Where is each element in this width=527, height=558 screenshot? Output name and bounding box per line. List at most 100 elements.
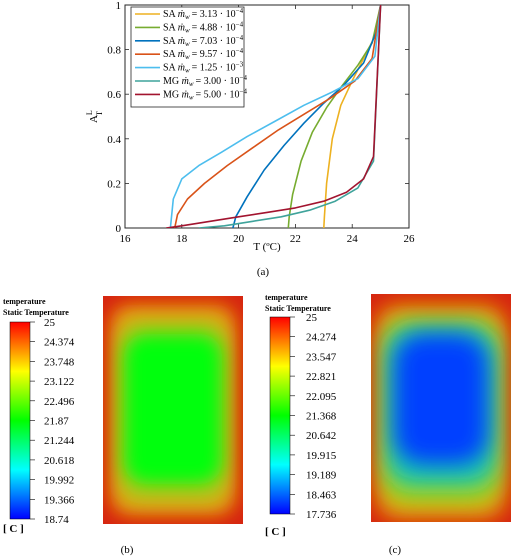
colorbar-tick-label: 18.74 xyxy=(44,514,69,526)
x-tick-label: 18 xyxy=(176,233,188,245)
colorbar-tick-label: 19.915 xyxy=(306,450,337,462)
colorbar-c xyxy=(269,316,291,515)
legend-exp: −4 xyxy=(240,87,248,95)
colorbar-tick-label: 22.095 xyxy=(306,391,337,403)
colorbar-tick-label: 20.618 xyxy=(44,455,75,467)
x-tick-label: 22 xyxy=(290,233,301,245)
y-tick-label: 1 xyxy=(116,0,122,12)
legend-math: ṁ xyxy=(178,63,185,74)
legend-val: = 3.13 · 10 xyxy=(192,9,236,20)
legend-math: ṁ xyxy=(178,36,185,47)
legend: SA ṁw = 3.13 · 10−4SA ṁw = 4.88 · 10−4SA ṁ… xyxy=(130,6,247,108)
colorbar-b xyxy=(9,321,31,520)
contour-c xyxy=(371,294,511,522)
legend-plain: SA xyxy=(163,9,178,20)
series-line-2 xyxy=(287,5,382,228)
legend-exp: −4 xyxy=(236,7,244,15)
y-tick-label: 0.8 xyxy=(107,45,121,57)
legend-math: ṁ xyxy=(178,22,185,33)
y-axis-label-sup: L xyxy=(85,110,94,115)
x-tick-label: 26 xyxy=(404,233,416,245)
legend-entries: SA ṁw = 3.13 · 10−4SA ṁw = 4.88 · 10−4SA ṁ… xyxy=(135,7,247,101)
colorbar-tick-label: 21.244 xyxy=(44,435,75,447)
colorbar-tick-label: 21.87 xyxy=(44,416,69,428)
y-tick-label: 0.2 xyxy=(107,178,121,190)
colorbar-tick-label: 25 xyxy=(306,312,318,324)
colorbar-title-1-b: temperature xyxy=(3,297,46,306)
colorbar-title-2-c: Static Temperature xyxy=(265,304,331,313)
contour-c-core xyxy=(394,334,488,464)
colorbar-title-1-c: temperature xyxy=(265,293,308,302)
colorbar-unit-b: [ C ] xyxy=(3,523,24,535)
legend-val: = 4.88 · 10 xyxy=(192,22,236,33)
legend-exp: −4 xyxy=(236,34,244,42)
legend-exp: −4 xyxy=(236,20,244,28)
x-tick-label: 20 xyxy=(233,233,245,245)
legend-val: = 1.25 · 10 xyxy=(192,63,236,74)
legend-label-4: SA ṁw = 9.57 · 10−4 xyxy=(163,47,244,61)
legend-math: ṁ xyxy=(182,76,189,87)
legend-sub: w xyxy=(189,80,194,88)
legend-plain: SA xyxy=(163,49,178,60)
legend-label-7: MG ṁw = 5.00 · 10−4 xyxy=(163,87,247,101)
x-tick-label: 24 xyxy=(347,233,359,245)
legend-val: = 9.57 · 10 xyxy=(192,49,236,60)
legend-sub: w xyxy=(185,13,190,21)
colorbar-tick-label: 24.374 xyxy=(44,337,75,349)
x-axis-label: T (ºC) xyxy=(253,241,281,253)
legend-label-3: SA ṁw = 7.03 · 10−4 xyxy=(163,34,244,48)
y-axis-label-sub: T xyxy=(95,111,104,116)
series-line-4 xyxy=(173,5,382,228)
panel-c: temperature Static Temperature 2524.2742… xyxy=(265,293,511,556)
colorbar-tick-label: 19.189 xyxy=(306,470,337,482)
y-tick-label: 0 xyxy=(116,223,122,235)
legend-sub: w xyxy=(185,40,190,48)
y-tick-label: 0.4 xyxy=(107,134,121,146)
contour-b-core xyxy=(124,334,222,484)
colorbar-tick-label: 18.463 xyxy=(306,489,337,501)
colorbar-ticks-c: 25 24.274 23.547 22.821 22.095 21.368 20.642 19… xyxy=(290,312,337,521)
legend-plain: MG xyxy=(163,76,182,87)
colorbar-tick-label: 23.547 xyxy=(306,351,337,363)
caption-b: (b) xyxy=(121,544,134,556)
series-line-3 xyxy=(232,5,382,228)
series-line-7 xyxy=(166,5,382,228)
colorbar-tick-label: 21.368 xyxy=(306,411,337,423)
series-lines xyxy=(166,5,382,228)
x-tick-label: 16 xyxy=(120,233,132,245)
legend-label-1: SA ṁw = 3.13 · 10−4 xyxy=(163,7,244,21)
colorbar-title-2-b: Static Temperature xyxy=(3,308,69,317)
colorbar-tick-label: 19.366 xyxy=(44,494,75,506)
colorbar-tick-label: 23.748 xyxy=(44,356,75,368)
legend-val: = 5.00 · 10 xyxy=(196,89,240,100)
y-axis-label-main: A xyxy=(88,115,100,123)
axis-ticks: 16 18 20 22 24 26 0 0.2 0.4 0.6 0.8 1 xyxy=(107,0,415,245)
legend-val: = 7.03 · 10 xyxy=(192,36,236,47)
colorbar-tick-label: 23.122 xyxy=(44,376,74,388)
legend-label-5: SA ṁw = 1.25 · 10−3 xyxy=(163,61,244,75)
y-axis-label: ALT xyxy=(85,110,104,123)
legend-math: ṁ xyxy=(182,89,189,100)
legend-exp: −4 xyxy=(236,47,244,55)
panel-b: temperature Static Temperature 2524.3742… xyxy=(3,296,243,556)
legend-exp: −4 xyxy=(240,74,248,82)
contour-b xyxy=(103,296,243,524)
colorbar-tick-label: 17.736 xyxy=(306,509,337,521)
caption-c: (c) xyxy=(389,544,402,556)
colorbar-tick-label: 22.496 xyxy=(44,396,75,408)
legend-plain: MG xyxy=(163,89,182,100)
legend-label-6: MG ṁw = 3.00 · 10−4 xyxy=(163,74,247,88)
y-tick-label: 0.6 xyxy=(107,89,121,101)
legend-label-2: SA ṁw = 4.88 · 10−4 xyxy=(163,20,244,34)
legend-plain: SA xyxy=(163,63,178,74)
legend-box xyxy=(130,6,245,108)
legend-val: = 3.00 · 10 xyxy=(196,76,240,87)
colorbar-tick-label: 22.821 xyxy=(306,371,336,383)
colorbar-ticks-b: 25 24.374 23.748 23.122 22.496 21.87 21.244 20.… xyxy=(30,317,75,526)
legend-sub: w xyxy=(185,53,190,61)
legend-math: ṁ xyxy=(178,49,185,60)
series-line-5 xyxy=(169,5,382,228)
colorbar-unit-c: [ C ] xyxy=(265,526,286,538)
